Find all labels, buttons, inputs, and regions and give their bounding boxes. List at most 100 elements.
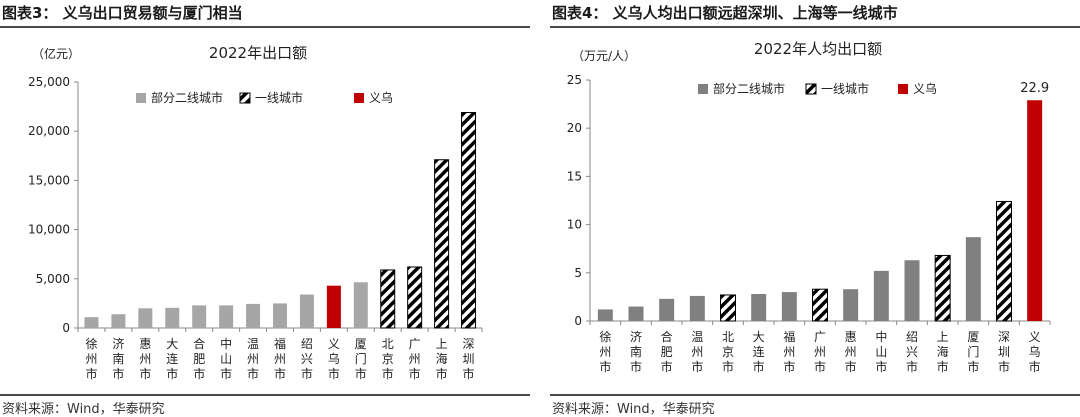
x-tick-label: 中山市 xyxy=(220,336,232,381)
data-label: 22.9 xyxy=(1020,81,1049,96)
x-tick-label: 徐州市 xyxy=(599,329,611,374)
figure-4-top-rule xyxy=(550,26,1080,28)
bar-上海市 xyxy=(934,254,951,322)
bar-惠州市 xyxy=(843,289,859,321)
legend-label-yiwu: 义乌 xyxy=(913,81,937,96)
bar-北京市 xyxy=(720,294,736,322)
y-axis-unit-label: （亿元） xyxy=(32,46,80,61)
y-tick-label: 25 xyxy=(567,73,582,87)
bar-温州市 xyxy=(246,303,261,328)
bar-中山市 xyxy=(873,270,889,321)
x-tick-label: 温州市 xyxy=(691,330,703,374)
bar-上海市 xyxy=(434,159,450,329)
bar-绍兴市 xyxy=(904,260,920,321)
y-tick-label: 15 xyxy=(567,169,582,183)
legend-label-second: 部分二线城市 xyxy=(713,81,785,96)
x-tick-label: 徐州市 xyxy=(85,336,97,381)
chart-title: 2022年人均出口额 xyxy=(754,40,882,58)
x-tick-label: 济南市 xyxy=(112,336,124,381)
x-tick-label: 中山市 xyxy=(875,329,887,374)
legend-swatch-first xyxy=(239,92,251,104)
bar-大连市 xyxy=(165,307,180,328)
y-axis-unit-label: （万元/人） xyxy=(572,49,636,63)
x-tick-label: 北京市 xyxy=(382,337,394,381)
x-tick-label: 厦门市 xyxy=(967,330,979,374)
x-tick-label: 绍兴市 xyxy=(301,337,313,381)
x-tick-label: 福州市 xyxy=(274,336,286,381)
legend-label-first: 一线城市 xyxy=(255,90,303,105)
chart-title: 2022年出口额 xyxy=(209,44,307,62)
y-tick-label: 10,000 xyxy=(28,223,70,237)
bar-广州市 xyxy=(407,266,423,329)
bar-厦门市 xyxy=(965,237,981,321)
x-tick-label: 北京市 xyxy=(722,330,734,374)
x-tick-label: 温州市 xyxy=(247,337,259,381)
bar-合肥市 xyxy=(192,305,207,328)
bar-厦门市 xyxy=(353,282,368,328)
figure-3-top-rule xyxy=(0,26,530,28)
bar-济南市 xyxy=(628,306,644,321)
bar-徐州市 xyxy=(84,317,99,328)
per-capita-export-chart: 2022年人均出口额 （万元/人） 0 5 10 15 20 25 徐州市 济南市 合肥市 温州市 北京… xyxy=(567,40,1051,374)
bar-福州市 xyxy=(781,292,797,321)
figure-4-title: 图表4： 义乌人均出口额远超深圳、上海等一线城市 xyxy=(552,4,898,22)
bar-温州市 xyxy=(689,295,705,321)
y-tick-label: 20 xyxy=(567,121,582,135)
legend-label-yiwu: 义乌 xyxy=(369,90,393,105)
figure-4-source: 资料来源：Wind，华泰研究 xyxy=(552,402,715,417)
x-tick-label: 大连市 xyxy=(753,330,765,374)
x-tick-label: 大连市 xyxy=(166,337,178,381)
x-tick-label: 义乌市 xyxy=(1029,330,1041,374)
legend-label-second: 部分二线城市 xyxy=(151,90,223,105)
x-tick-label: 合肥市 xyxy=(661,329,673,374)
y-tick-label: 15,000 xyxy=(28,173,70,187)
bar-义乌市 xyxy=(1027,100,1043,321)
bar-广州市 xyxy=(812,288,828,322)
x-tick-label: 厦门市 xyxy=(355,337,367,381)
legend-swatch-yiwu xyxy=(898,84,908,94)
bar-绍兴市 xyxy=(299,294,314,328)
figure-3-bottom-rule xyxy=(0,394,530,396)
bar-大连市 xyxy=(751,294,767,321)
bar-惠州市 xyxy=(138,308,153,328)
y-tick-label: 5 xyxy=(574,266,582,280)
legend-swatch-first xyxy=(805,83,817,95)
figure-3-panel: 图表3： 义乌出口贸易额与厦门相当 2022年出口额 （亿元） 0 5,000 10,0… xyxy=(0,0,530,417)
bar-深圳市 xyxy=(461,112,477,329)
y-tick-label: 0 xyxy=(62,321,70,335)
x-tick-label: 惠州市 xyxy=(139,337,151,381)
y-tick-label: 10 xyxy=(567,218,582,232)
legend-swatch-second xyxy=(698,84,708,94)
figure-3-title: 图表3： 义乌出口贸易额与厦门相当 xyxy=(2,4,243,22)
y-tick-label: 20,000 xyxy=(28,124,70,138)
x-tick-label: 深圳市 xyxy=(463,337,475,381)
bar-福州市 xyxy=(273,303,287,328)
x-tick-label: 上海市 xyxy=(937,330,949,374)
y-tick-label: 25,000 xyxy=(28,75,70,89)
x-tick-label: 广州市 xyxy=(409,337,421,381)
bar-徐州市 xyxy=(597,309,613,321)
x-tick-label: 上海市 xyxy=(436,337,448,381)
bar-中山市 xyxy=(219,305,234,328)
x-tick-label: 合肥市 xyxy=(193,336,205,381)
export-value-chart: 2022年出口额 （亿元） 0 5,000 10,000 15,000 20,000 25,0… xyxy=(28,44,483,381)
x-tick-label: 广州市 xyxy=(814,330,826,374)
x-tick-label: 济南市 xyxy=(630,329,642,374)
figure-3-source: 资料来源：Wind，华泰研究 xyxy=(2,402,165,417)
bar-济南市 xyxy=(111,314,126,328)
x-tick-label: 福州市 xyxy=(783,329,795,374)
y-tick-label: 5,000 xyxy=(36,272,70,286)
figure-4-panel: 图表4： 义乌人均出口额远超深圳、上海等一线城市 2022年人均出口额 （万元/人… xyxy=(550,0,1080,417)
legend-label-first: 一线城市 xyxy=(821,81,869,96)
x-tick-label: 深圳市 xyxy=(998,330,1010,374)
bar-义乌市 xyxy=(326,285,341,328)
legend-swatch-second xyxy=(136,93,146,103)
x-tick-label: 惠州市 xyxy=(845,330,857,374)
y-tick-label: 0 xyxy=(574,314,582,328)
legend-swatch-yiwu xyxy=(354,93,364,103)
x-tick-label: 绍兴市 xyxy=(906,330,918,374)
x-tick-label: 义乌市 xyxy=(328,337,340,381)
bar-深圳市 xyxy=(996,200,1012,322)
bar-合肥市 xyxy=(659,298,675,321)
bar-北京市 xyxy=(380,269,396,329)
